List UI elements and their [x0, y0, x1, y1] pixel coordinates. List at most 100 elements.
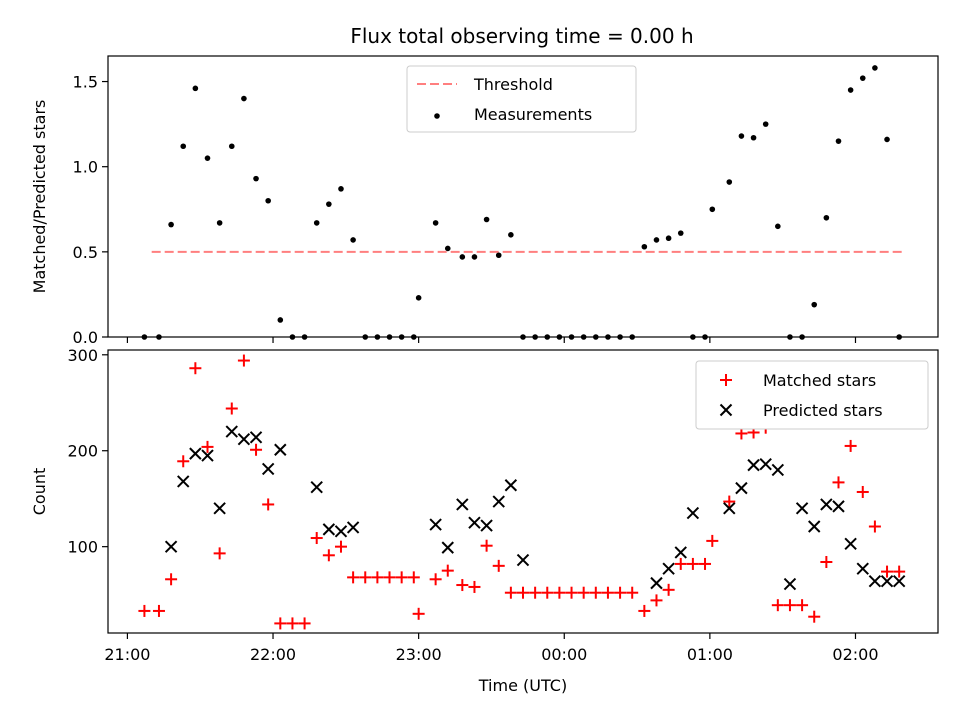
- ratio-ylabel: Matched/Predicted stars: [30, 100, 49, 294]
- predicted-point: [274, 443, 287, 456]
- measurement-point: [508, 232, 514, 238]
- predicted-point: [225, 425, 238, 438]
- measurement-point: [495, 252, 502, 259]
- predicted-point-b: [650, 576, 663, 590]
- matched-point: [347, 571, 360, 584]
- counts-ytick-label: 300: [67, 346, 98, 365]
- matched-point: [796, 599, 809, 612]
- measurement-point: [192, 85, 199, 92]
- predicted-point-b: [747, 458, 760, 472]
- measurement-point: [204, 155, 211, 161]
- matched-point: [504, 586, 517, 599]
- matched-point: [225, 402, 238, 415]
- ratio-axes: 0.0 0.5 1.0 1.5 Matched/Predicted stars Thres…: [30, 55, 939, 347]
- predicted-point-b: [674, 546, 687, 559]
- predicted-point: [868, 574, 882, 588]
- measurement-point: [228, 143, 235, 150]
- ratio-ytick-label: 0.5: [73, 243, 98, 262]
- matched-point: [237, 354, 250, 367]
- measurement-point: [432, 220, 439, 226]
- matched-point: [771, 599, 784, 612]
- predicted-point: [346, 521, 360, 534]
- predicted-point: [261, 462, 275, 476]
- predicted-point-b: [504, 479, 518, 492]
- measurement-point: [799, 334, 805, 340]
- matched-point: [783, 599, 796, 612]
- predicted-point-b: [480, 519, 493, 532]
- predicted-point-b: [856, 562, 869, 575]
- predicted-point-b: [795, 502, 809, 515]
- measurement-point: [241, 95, 247, 102]
- predicted-point-b: [310, 480, 323, 494]
- counts-xtick-label: 23:00: [396, 645, 442, 664]
- predicted-point: [177, 475, 190, 488]
- legend-predicted-swatch-b: [719, 403, 733, 417]
- measurement-point: [677, 230, 684, 236]
- measurement-point: [702, 334, 708, 340]
- predicted-point: [820, 498, 833, 511]
- predicted-point-b: [686, 506, 700, 520]
- predicted-point-b: [492, 495, 505, 508]
- measurement-point: [629, 334, 636, 340]
- matched-point: [395, 571, 408, 584]
- predicted-point: [322, 523, 336, 536]
- measurement-point: [386, 334, 393, 340]
- measurement-point: [835, 138, 842, 144]
- predicted-point-b: [225, 425, 238, 438]
- measurement-point: [859, 75, 866, 81]
- ratio-ytick-label: 1.5: [73, 73, 98, 92]
- measurement-point: [593, 334, 599, 340]
- matched-point: [371, 571, 384, 584]
- measurement-point: [617, 334, 623, 340]
- predicted-point-b: [177, 475, 190, 488]
- predicted-point-b: [783, 577, 797, 591]
- legend-threshold-label: Threshold: [473, 75, 553, 94]
- predicted-point: [856, 562, 869, 575]
- predicted-point-b: [346, 521, 360, 534]
- counts-xtick-label: 02:00: [832, 645, 878, 664]
- measurement-point: [787, 334, 793, 340]
- matched-point: [310, 532, 323, 545]
- measurement-point: [253, 175, 259, 182]
- measurement-point: [738, 133, 745, 139]
- matched-point: [213, 547, 226, 560]
- matched-point: [820, 556, 833, 569]
- measurement-point: [847, 87, 854, 93]
- matched-point: [152, 604, 165, 617]
- measurement-point: [362, 334, 369, 340]
- matched-point: [832, 476, 845, 489]
- predicted-point-b: [516, 553, 530, 567]
- measurement-point: [313, 220, 320, 226]
- predicted-point: [468, 516, 481, 529]
- matched-point: [650, 594, 663, 607]
- predicted-point: [844, 537, 857, 550]
- predicted-point-b: [880, 574, 894, 588]
- predicted-point-b: [892, 574, 906, 588]
- predicted-point: [650, 576, 663, 590]
- matched-point: [723, 495, 736, 508]
- predicted-point-b: [735, 481, 748, 495]
- measurement-point: [641, 243, 648, 250]
- measurement-point: [750, 134, 757, 141]
- predicted-point: [747, 458, 760, 472]
- matched-point: [529, 586, 542, 599]
- matched-point: [407, 571, 420, 584]
- counts-frame: [107, 349, 939, 634]
- measurement-point: [156, 334, 162, 340]
- measurement-point: [762, 121, 769, 127]
- measurement-point: [665, 235, 672, 242]
- predicted-point: [249, 431, 263, 444]
- predicted-point: [783, 577, 797, 591]
- predicted-point: [189, 447, 202, 460]
- predicted-point: [771, 463, 785, 477]
- measurement-point: [301, 334, 308, 340]
- measurement-point: [483, 216, 490, 223]
- predicted-point-b: [820, 498, 833, 511]
- matched-point: [614, 586, 627, 599]
- measurement-point: [532, 334, 538, 340]
- predicted-point: [441, 541, 454, 554]
- matched-point: [844, 439, 857, 452]
- counts-ytick-label: 200: [67, 442, 98, 461]
- legend-predicted-swatch: [719, 403, 733, 417]
- predicted-point: [516, 553, 530, 567]
